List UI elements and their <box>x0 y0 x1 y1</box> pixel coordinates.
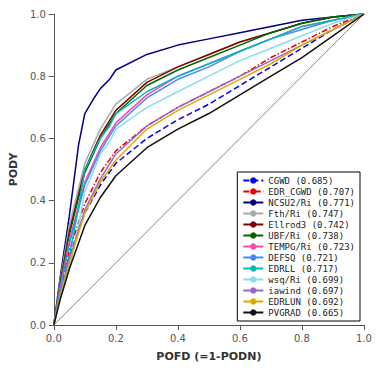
svg-text:0.6: 0.6 <box>30 133 46 144</box>
svg-text:1.0: 1.0 <box>30 9 46 20</box>
svg-text:UBF/Ri (0.738): UBF/Ri (0.738) <box>268 231 344 241</box>
svg-text:0.0: 0.0 <box>46 333 62 344</box>
svg-text:wsq/Ri (0.699): wsq/Ri (0.699) <box>268 275 344 285</box>
svg-text:Fth/Ri (0.747): Fth/Ri (0.747) <box>268 209 344 219</box>
svg-text:EDRLUN (0.692): EDRLUN (0.692) <box>268 297 344 307</box>
svg-text:0.2: 0.2 <box>30 257 46 268</box>
svg-text:0.0: 0.0 <box>30 320 46 331</box>
svg-text:CGWD (0.685): CGWD (0.685) <box>268 176 333 186</box>
svg-text:EDR_CGWD (0.707): EDR_CGWD (0.707) <box>268 187 355 197</box>
svg-text:TEMPG/Ri (0.723): TEMPG/Ri (0.723) <box>268 242 355 252</box>
svg-text:0.8: 0.8 <box>30 71 46 82</box>
svg-text:Ellrod3 (0.742): Ellrod3 (0.742) <box>268 220 349 230</box>
svg-text:0.8: 0.8 <box>294 333 310 344</box>
svg-text:EDRLL (0.717): EDRLL (0.717) <box>268 264 338 274</box>
svg-text:0.2: 0.2 <box>108 333 124 344</box>
svg-text:PVGRAD (0.665): PVGRAD (0.665) <box>268 308 344 318</box>
svg-text:0.6: 0.6 <box>232 333 248 344</box>
svg-text:NCSU2/Ri (0.771): NCSU2/Ri (0.771) <box>268 198 355 208</box>
svg-text:0.4: 0.4 <box>170 333 186 344</box>
svg-text:DEFSQ (0.721): DEFSQ (0.721) <box>268 253 338 263</box>
svg-text:iawind (0.697): iawind (0.697) <box>268 286 344 296</box>
svg-text:PODY: PODY <box>7 152 20 187</box>
svg-text:1.0: 1.0 <box>356 333 372 344</box>
svg-text:0.4: 0.4 <box>30 195 46 206</box>
svg-text:POFD (=1-PODN): POFD (=1-PODN) <box>156 350 261 363</box>
